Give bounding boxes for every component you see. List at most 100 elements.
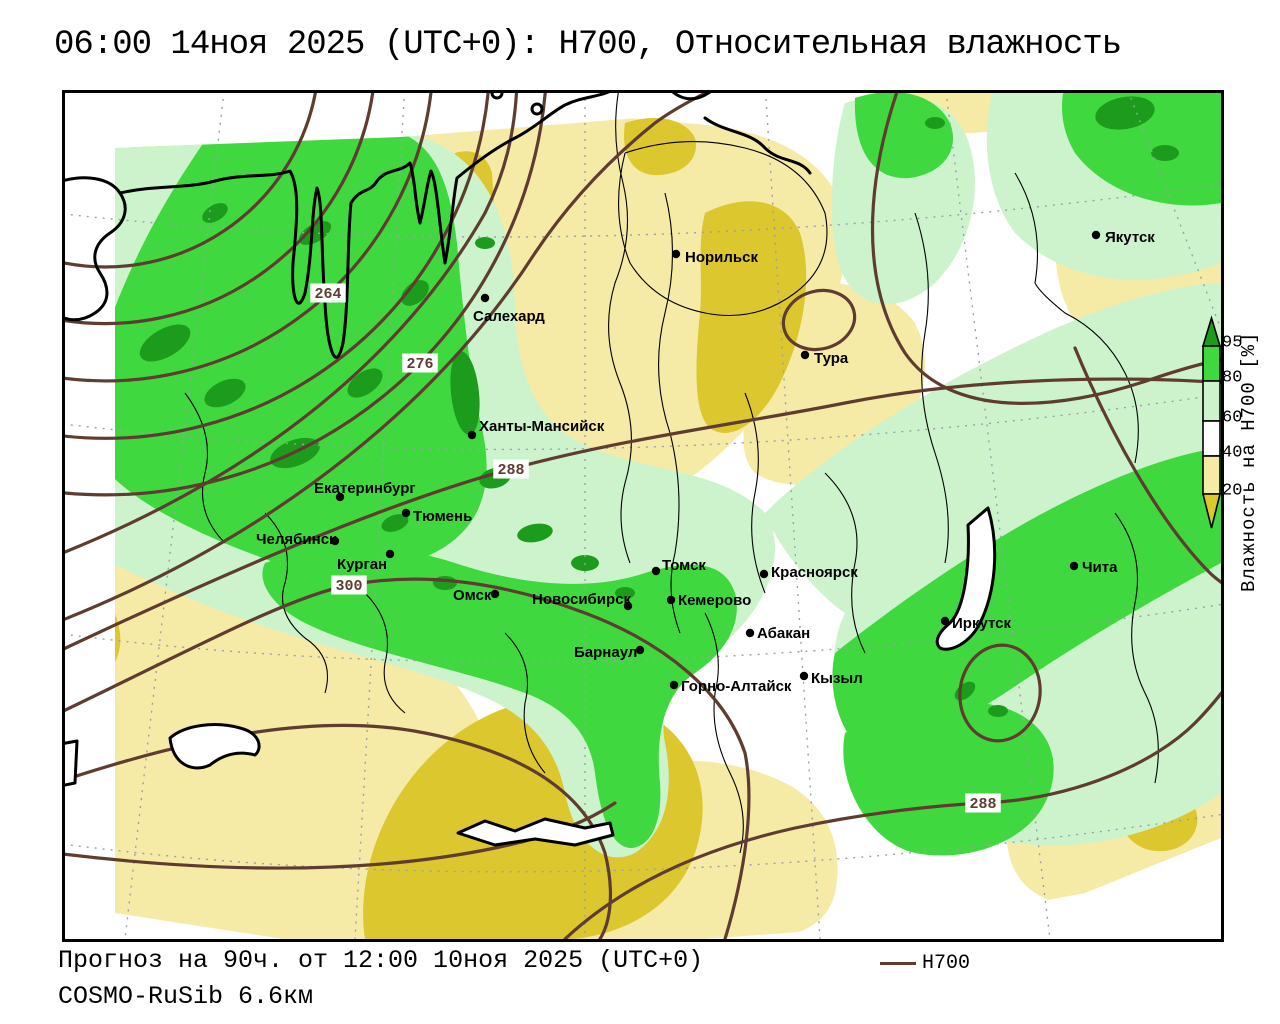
city-label: Горно-Алтайск	[681, 678, 792, 695]
city-label: Абакан	[757, 625, 810, 642]
city-dot	[623, 601, 633, 611]
city-marker: Ханты-Мансийск	[467, 418, 605, 440]
colorbar-tick: 80	[1222, 368, 1243, 388]
city-dot	[651, 566, 661, 576]
city-dot	[1069, 561, 1079, 571]
contour-label-box	[493, 459, 529, 479]
city-dot	[759, 569, 769, 579]
city-marker: Омск	[453, 587, 500, 604]
colorbar-segment	[1202, 420, 1221, 457]
city-label: Челябинск	[256, 531, 337, 548]
city-marker: Томск	[651, 557, 706, 576]
colorbar-segment	[1202, 345, 1221, 382]
city-label: Тура	[814, 350, 849, 367]
colorbar-segment	[1202, 380, 1221, 422]
weather-map: 264 276 288 300 288 Норильск Салехард Тура Якут…	[62, 90, 1224, 942]
city-dot	[799, 671, 809, 681]
city-dot	[385, 549, 395, 559]
city-dot	[940, 616, 950, 626]
colorbar	[1201, 315, 1221, 529]
contour-label: 264	[310, 283, 346, 303]
city-label: Красноярск	[771, 564, 858, 581]
lake-baikal	[935, 506, 997, 651]
weather-map-canvas: 264 276 288 300 288 Норильск Салехард Тура Якут…	[65, 93, 1221, 939]
city-dot	[666, 595, 676, 605]
city-marker: Чита	[1069, 559, 1118, 576]
colorbar-segment	[1202, 455, 1221, 495]
city-dot	[800, 350, 810, 360]
colorbar-tick: 60	[1222, 408, 1243, 428]
city-label: Тюмень	[413, 508, 472, 525]
city-label: Салехард	[473, 308, 545, 325]
city-label: Кемерово	[678, 592, 751, 609]
city-label: Норильск	[685, 249, 758, 266]
lake-issyk-kul	[456, 817, 615, 847]
city-dot	[1091, 230, 1101, 240]
h700-line-sample	[880, 962, 916, 965]
city-dot	[671, 249, 681, 259]
contour-label: 288	[493, 459, 529, 479]
city-dot	[335, 492, 345, 502]
colorbar-arrow-bottom	[1201, 493, 1221, 529]
contour-label: 288	[965, 793, 1001, 813]
contour-label-box	[402, 353, 438, 373]
contour-label-text: 288	[969, 796, 996, 813]
admin-borders	[184, 93, 1159, 854]
model-info-line: COSMO-RuSib 6.6км	[58, 982, 314, 1011]
city-marker: Тюмень	[401, 508, 472, 525]
city-label: Якутск	[1105, 229, 1155, 246]
city-marker: Салехард	[473, 293, 545, 325]
city-label: Чита	[1082, 559, 1118, 576]
city-dot	[480, 293, 490, 303]
city-marker: Красноярск	[759, 564, 858, 581]
legend-label: H700	[922, 952, 971, 975]
city-marker: Новосибирск	[532, 591, 633, 611]
page-title: 06:00 14ноя 2025 (UTC+0): H700, Относите…	[54, 26, 1122, 64]
coastlines	[65, 93, 997, 847]
contour-label: 276	[402, 353, 438, 373]
forecast-info-line: Прогноз на 90ч. от 12:00 10ноя 2025 (UTC…	[58, 946, 704, 975]
city-label: Новосибирск	[532, 591, 632, 608]
city-marker: Норильск	[671, 249, 758, 266]
contour-label-text: 264	[314, 286, 341, 303]
city-dot	[467, 430, 477, 440]
city-marker: Иркутск	[940, 615, 1011, 632]
contour-labels: 264 276 288 300 288	[310, 283, 1001, 813]
city-label: Томск	[662, 557, 706, 574]
city-marker: Тура	[800, 350, 849, 367]
lake-balkhash	[168, 723, 261, 770]
colorbar-tick: 40	[1222, 443, 1243, 463]
city-marker: Кемерово	[666, 592, 751, 609]
city-label: Барнаул	[574, 644, 637, 661]
contour-label-box	[965, 793, 1001, 813]
contour-label-box	[310, 283, 346, 303]
city-label: Курган	[337, 556, 387, 573]
city-markers: Норильск Салехард Тура Якутск Ханты-Мансийск…	[256, 229, 1155, 695]
city-label: Омск	[453, 587, 492, 604]
city-marker: Горно-Алтайск	[669, 678, 792, 695]
h700-contours	[65, 93, 1221, 939]
city-dot	[669, 680, 679, 690]
colorbar-tick: 20	[1222, 481, 1243, 501]
graticule	[65, 93, 1221, 939]
colorbar-tick: 95	[1222, 333, 1243, 353]
city-dot	[330, 536, 340, 546]
city-dot	[401, 508, 411, 518]
contour-label: 300	[331, 575, 367, 595]
city-dot	[490, 589, 500, 599]
contour-label-text: 300	[335, 578, 362, 595]
legend-h700: H700	[880, 952, 970, 975]
city-marker: Абакан	[745, 625, 810, 642]
city-marker: Челябинск	[256, 531, 340, 548]
city-label: Екатеринбург	[314, 480, 416, 497]
contour-label-box	[331, 575, 367, 595]
city-label: Иркутск	[952, 615, 1011, 632]
contour-label-text: 288	[497, 462, 524, 479]
city-label: Ханты-Мансийск	[479, 418, 605, 435]
contour-label-text: 276	[406, 356, 433, 373]
city-marker: Кызыл	[799, 670, 863, 687]
city-dot	[635, 645, 645, 655]
humidity-fill-field	[115, 93, 1221, 939]
city-dot	[745, 628, 755, 638]
city-label: Кызыл	[811, 670, 863, 687]
